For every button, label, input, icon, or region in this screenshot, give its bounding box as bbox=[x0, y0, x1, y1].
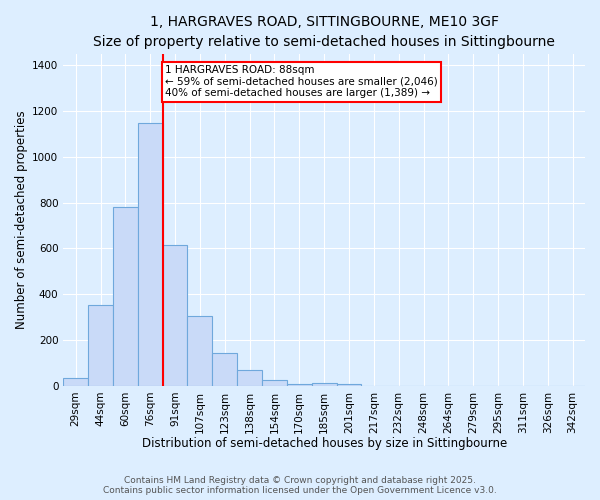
Title: 1, HARGRAVES ROAD, SITTINGBOURNE, ME10 3GF
Size of property relative to semi-det: 1, HARGRAVES ROAD, SITTINGBOURNE, ME10 3… bbox=[93, 15, 555, 48]
Bar bbox=[138, 122, 163, 386]
Bar bbox=[237, 370, 262, 386]
Bar bbox=[287, 384, 312, 386]
Bar bbox=[63, 378, 88, 386]
Text: Contains HM Land Registry data © Crown copyright and database right 2025.
Contai: Contains HM Land Registry data © Crown c… bbox=[103, 476, 497, 495]
Bar bbox=[312, 383, 337, 386]
Bar bbox=[337, 384, 361, 386]
Y-axis label: Number of semi-detached properties: Number of semi-detached properties bbox=[15, 110, 28, 329]
Bar bbox=[212, 352, 237, 386]
Bar bbox=[113, 207, 138, 386]
Text: 1 HARGRAVES ROAD: 88sqm
← 59% of semi-detached houses are smaller (2,046)
40% of: 1 HARGRAVES ROAD: 88sqm ← 59% of semi-de… bbox=[165, 66, 438, 98]
X-axis label: Distribution of semi-detached houses by size in Sittingbourne: Distribution of semi-detached houses by … bbox=[142, 437, 507, 450]
Bar bbox=[187, 316, 212, 386]
Bar bbox=[262, 380, 287, 386]
Bar bbox=[163, 245, 187, 386]
Bar bbox=[88, 304, 113, 386]
